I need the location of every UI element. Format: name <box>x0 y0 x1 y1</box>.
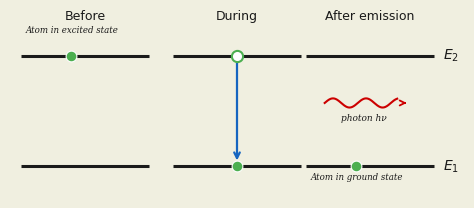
Text: photon hν: photon hν <box>341 114 387 123</box>
Text: After emission: After emission <box>325 10 414 23</box>
Text: $E_1$: $E_1$ <box>443 158 459 175</box>
Point <box>233 165 241 168</box>
Text: Atom in excited state: Atom in excited state <box>26 26 119 35</box>
Point <box>352 165 359 168</box>
Text: $E_2$: $E_2$ <box>443 48 459 64</box>
Text: Atom in ground state: Atom in ground state <box>310 173 403 182</box>
Point <box>67 54 75 58</box>
Text: Before: Before <box>65 10 106 23</box>
Point <box>233 54 241 58</box>
Text: During: During <box>216 10 258 23</box>
